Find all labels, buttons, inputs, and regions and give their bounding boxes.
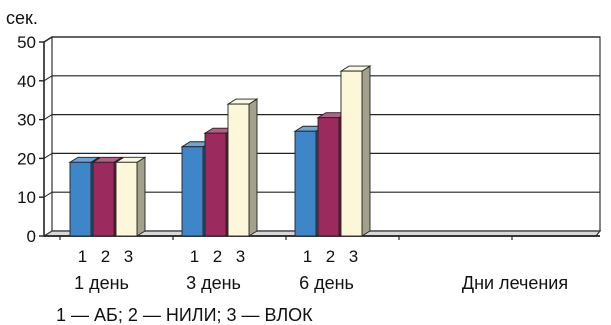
group-label: 3 день	[186, 273, 241, 293]
bar	[227, 103, 250, 237]
y-tick-label: 20	[17, 149, 36, 168]
bar-number-label: 1	[78, 247, 87, 266]
gridline-side	[43, 75, 53, 82]
bar	[204, 132, 227, 237]
bar	[69, 161, 92, 237]
gridline-side	[43, 152, 53, 159]
bar-number-label: 2	[101, 247, 110, 266]
y-tick-label: 50	[17, 33, 36, 52]
bar-side	[361, 65, 371, 237]
bar-number-label: 3	[124, 247, 133, 266]
bar-layer	[68, 65, 372, 237]
y-unit-label: сек.	[6, 8, 38, 28]
group-label: 1 день	[74, 273, 129, 293]
bar	[294, 130, 317, 237]
y-axis-top	[43, 36, 53, 43]
gridline-side	[43, 114, 53, 121]
bar-side	[136, 156, 146, 237]
y-tick-label: 30	[17, 111, 36, 130]
bar	[317, 117, 340, 237]
bar-number-label: 2	[326, 247, 335, 266]
bar-number-label: 1	[190, 247, 199, 266]
bar	[340, 70, 363, 237]
gridline-side	[43, 191, 53, 198]
y-tick-label: 40	[17, 72, 36, 91]
y-tick-label: 10	[17, 188, 36, 207]
group-label: 6 день	[299, 273, 354, 293]
bar-number-label: 2	[213, 247, 222, 266]
y-tick-label: 0	[27, 227, 36, 246]
legend-text: 1 — АБ; 2 — НИЛИ; 3 — ВЛОК	[56, 305, 313, 325]
bar-number-label: 3	[236, 247, 245, 266]
bar-number-label: 1	[303, 247, 312, 266]
bar	[92, 161, 115, 237]
bar-number-label: 3	[349, 247, 358, 266]
bar	[115, 161, 138, 237]
bar	[181, 146, 204, 237]
bar-side	[248, 98, 258, 237]
x-axis-label: Дни лечения	[462, 273, 568, 293]
